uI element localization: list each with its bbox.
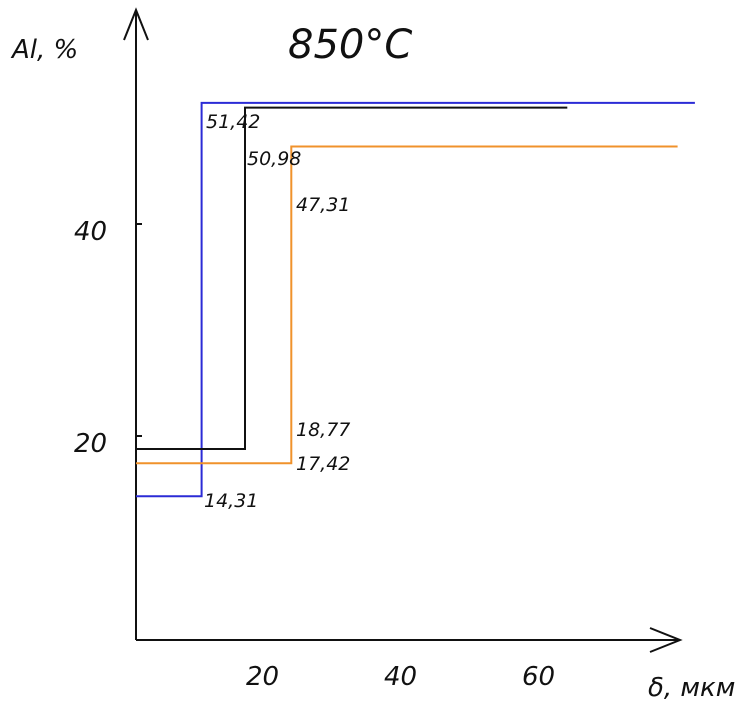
data-label-blue-top: 51,42 (206, 111, 260, 133)
x-tick-label-20: 20 (246, 662, 279, 692)
series-orange-line (136, 145, 678, 465)
y-axis-label: Al, % (10, 35, 78, 65)
data-label-blue-bottom: 14,31 (204, 490, 258, 512)
chart-title: 850°C (288, 22, 412, 68)
data-label-black-bottom: 18,77 (296, 419, 350, 441)
x-tick-label-60: 60 (522, 662, 555, 692)
y-tick-label-40: 40 (74, 217, 107, 247)
y-axis-arrow (123, 7, 149, 41)
y-tick-label-20: 20 (74, 429, 107, 459)
x-axis-arrow (649, 627, 683, 653)
x-tick-label-40: 40 (384, 662, 417, 692)
series-black-line (136, 106, 568, 450)
data-label-orange-bottom: 17,42 (296, 453, 350, 475)
data-label-black-top: 50,98 (247, 148, 301, 170)
data-label-orange-top: 47,31 (296, 194, 350, 216)
x-axis-label: δ, мкм (648, 673, 735, 702)
axes (123, 7, 683, 653)
series-blue-line (136, 101, 695, 498)
